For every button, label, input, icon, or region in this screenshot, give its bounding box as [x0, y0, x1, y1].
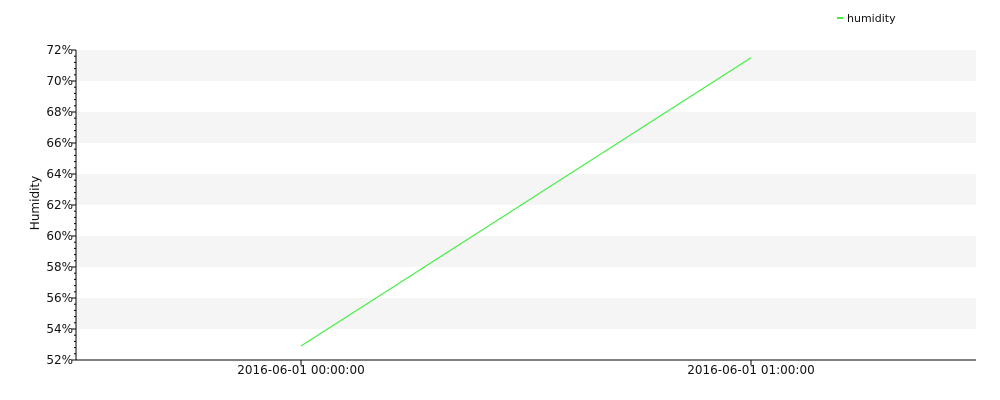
- y-axis-ticks: 52% 54% 56% 58% 60% 62% 64% 66% 68% 70% 72%: [46, 43, 76, 367]
- x-tick-label: 2016-06-01 01:00:00: [687, 363, 814, 377]
- y-tick-label: 62%: [46, 198, 73, 212]
- y-tick-label: 58%: [46, 260, 73, 274]
- grid-band: [76, 112, 976, 143]
- y-axis-label: Humidity: [28, 176, 42, 230]
- legend: humidity: [837, 12, 896, 25]
- y-tick-label: 60%: [46, 229, 73, 243]
- y-tick-label: 72%: [46, 43, 73, 57]
- grid-band: [76, 236, 976, 267]
- grid-band: [76, 50, 976, 81]
- grid-bands: [76, 50, 976, 329]
- y-tick-label: 54%: [46, 322, 73, 336]
- y-tick-label: 64%: [46, 167, 73, 181]
- y-tick-label: 52%: [46, 353, 73, 367]
- legend-label: humidity: [847, 12, 896, 25]
- y-tick-label: 56%: [46, 291, 73, 305]
- series-line-humidity: [300, 57, 752, 347]
- y-tick-label: 66%: [46, 136, 73, 150]
- y-tick-label: 70%: [46, 74, 73, 88]
- x-axis-ticks: 2016-06-01 00:00:00 2016-06-01 01:00:00: [237, 360, 815, 377]
- y-tick-label: 68%: [46, 105, 73, 119]
- grid-band: [76, 174, 976, 205]
- x-tick-label: 2016-06-01 00:00:00: [237, 363, 364, 377]
- grid-band: [76, 298, 976, 329]
- series-layer: [300, 57, 752, 347]
